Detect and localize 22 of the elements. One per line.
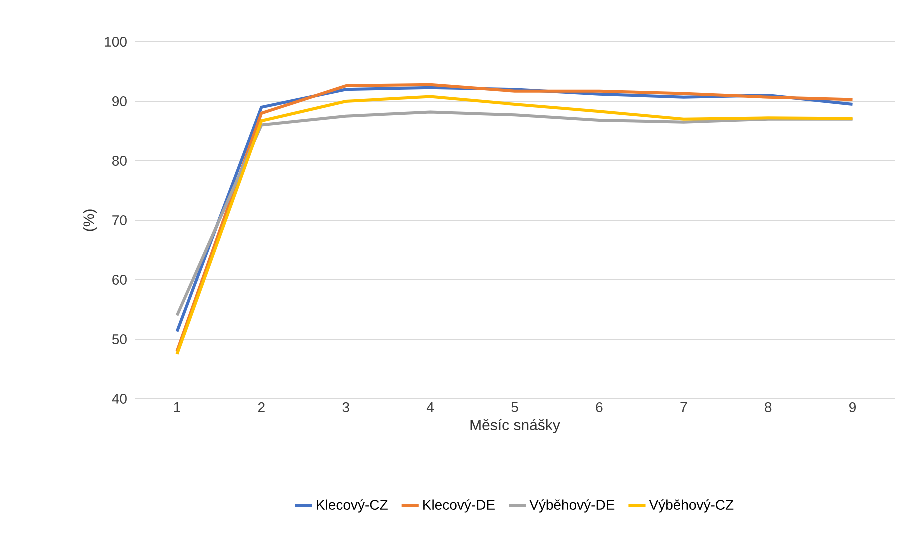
y-tick-label: 100 bbox=[105, 37, 127, 47]
y-tick-label: 90 bbox=[112, 96, 127, 106]
x-axis-title: Měsíc snášky bbox=[470, 419, 560, 434]
legend-label: Klecový-CZ bbox=[317, 500, 388, 513]
x-tick-label: 9 bbox=[850, 402, 856, 412]
y-tick-label: 40 bbox=[112, 394, 127, 404]
y-tick-label: 80 bbox=[112, 156, 127, 166]
x-tick-label: 5 bbox=[512, 402, 518, 412]
x-tick-label: 3 bbox=[342, 402, 350, 412]
y-axis-title: (%) bbox=[83, 210, 98, 232]
x-tick-label: 1 bbox=[174, 402, 180, 412]
y-tick-label: 50 bbox=[112, 334, 127, 344]
legend-label: Výběhový-CZ bbox=[649, 500, 734, 513]
x-tick-label: 2 bbox=[258, 402, 265, 412]
y-tick-label: 60 bbox=[112, 275, 127, 285]
x-tick-label: 7 bbox=[680, 402, 688, 412]
legend-label: Výběhový-DE bbox=[530, 500, 615, 513]
x-tick-label: 8 bbox=[765, 402, 772, 412]
x-tick-label: 6 bbox=[596, 402, 603, 412]
y-tick-label: 70 bbox=[112, 216, 127, 226]
x-tick-label: 4 bbox=[426, 402, 434, 412]
legend-label: Klecový-DE bbox=[424, 500, 495, 513]
